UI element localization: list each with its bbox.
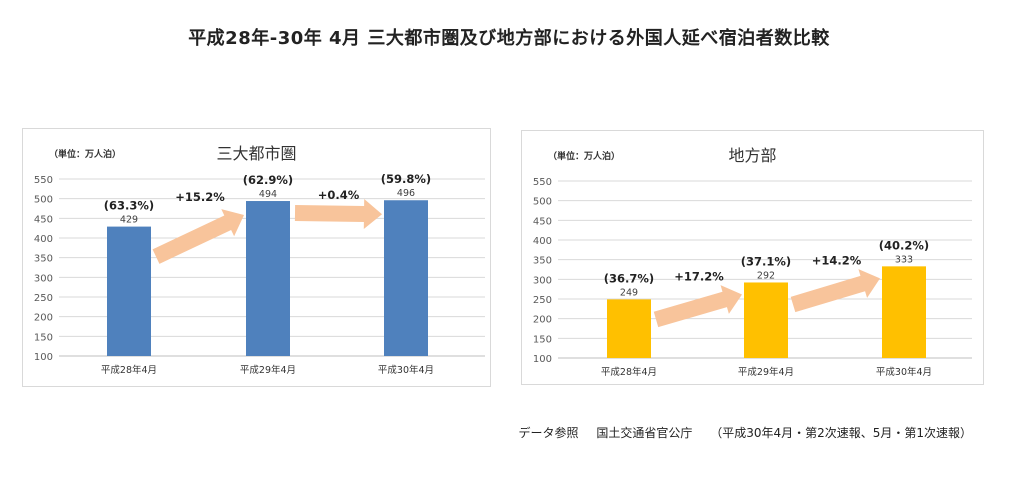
share-label: (36.7%) — [604, 271, 654, 285]
x-tick-label: 平成28年4月 — [601, 366, 657, 378]
x-tick-label: 平成30年4月 — [378, 364, 434, 376]
growth-arrow — [152, 209, 244, 264]
y-tick-label: 200 — [533, 315, 552, 326]
bar — [246, 201, 290, 356]
x-tick-label: 平成28年4月 — [101, 364, 157, 376]
y-tick-label: 100 — [34, 352, 53, 363]
y-tick-label: 150 — [533, 334, 552, 345]
value-label: 429 — [120, 215, 138, 226]
value-label: 494 — [259, 189, 277, 200]
x-tick-label: 平成29年4月 — [240, 364, 296, 376]
share-label: (59.8%) — [381, 172, 431, 186]
bar — [384, 200, 428, 356]
growth-label: +15.2% — [175, 190, 225, 204]
y-tick-label: 300 — [34, 273, 53, 284]
bar — [744, 282, 788, 358]
source-footnote: データ参照 国土交通省官公庁 （平成30年4月・第2次速報、5月・第1次速報） — [519, 424, 973, 441]
chart-title: 地方部 — [728, 146, 777, 165]
y-tick-label: 550 — [533, 177, 552, 188]
y-tick-label: 400 — [34, 234, 53, 245]
y-tick-label: 400 — [533, 236, 552, 247]
chart-title: 三大都市圏 — [216, 144, 297, 163]
y-tick-label: 350 — [34, 254, 53, 265]
y-tick-label: 200 — [34, 313, 53, 324]
x-tick-label: 平成30年4月 — [876, 366, 932, 378]
y-tick-label: 450 — [34, 214, 53, 225]
share-label: (40.2%) — [879, 238, 929, 252]
y-tick-label: 250 — [533, 295, 552, 306]
bar — [107, 226, 151, 356]
value-label: 249 — [620, 287, 638, 298]
page-title: 平成28年-30年 4月 三大都市圏及び地方部における外国人延べ宿泊者数比較 — [188, 28, 830, 49]
y-tick-label: 100 — [533, 354, 552, 365]
bar-chart-three-metro: 100 150 200 250 300 350 400 450 500 550 429 (63.3%)… — [34, 172, 485, 376]
value-label: 292 — [757, 270, 775, 281]
value-label: 496 — [397, 188, 415, 199]
share-label: (63.3%) — [104, 199, 154, 213]
value-label: 333 — [895, 254, 913, 265]
y-tick-label: 250 — [34, 293, 53, 304]
growth-label: +14.2% — [812, 253, 862, 267]
growth-label: +17.2% — [674, 269, 724, 283]
growth-arrow — [790, 269, 880, 313]
footnote-note: （平成30年4月・第2次速報、5月・第1次速報） — [710, 426, 972, 440]
y-tick-label: 350 — [533, 256, 552, 267]
growth-arrow — [294, 198, 382, 229]
y-tick-label: 500 — [533, 197, 552, 208]
x-tick-label: 平成29年4月 — [738, 366, 794, 378]
growth-label: +0.4% — [318, 188, 360, 202]
y-tick-label: 150 — [34, 332, 53, 343]
footnote-label: データ参照 — [518, 426, 579, 440]
y-tick-label: 500 — [34, 195, 53, 206]
bar-chart-regional: 100 150 200 250 300 350 400 450 500 550 249 (36.7%)… — [533, 177, 972, 378]
chart-panel-regional: （単位：万人泊） 地方部 100 150 200 250 300 350 400 450 500… — [521, 130, 984, 385]
growth-arrow — [653, 285, 742, 328]
footnote-source: 国土交通省官公庁 — [596, 426, 693, 440]
y-tick-label: 450 — [533, 216, 552, 227]
chart-panel-three-metro: （単位：万人泊） 三大都市圏 100 150 200 250 300 350 400 450 5… — [22, 128, 491, 387]
share-label: (37.1%) — [741, 254, 791, 268]
y-tick-label: 300 — [533, 275, 552, 286]
bar — [882, 266, 926, 358]
share-label: (62.9%) — [243, 173, 293, 187]
y-tick-label: 550 — [34, 175, 53, 186]
unit-label: （単位：万人泊） — [49, 150, 122, 160]
bar — [607, 299, 651, 358]
unit-label: （単位：万人泊） — [548, 152, 621, 162]
